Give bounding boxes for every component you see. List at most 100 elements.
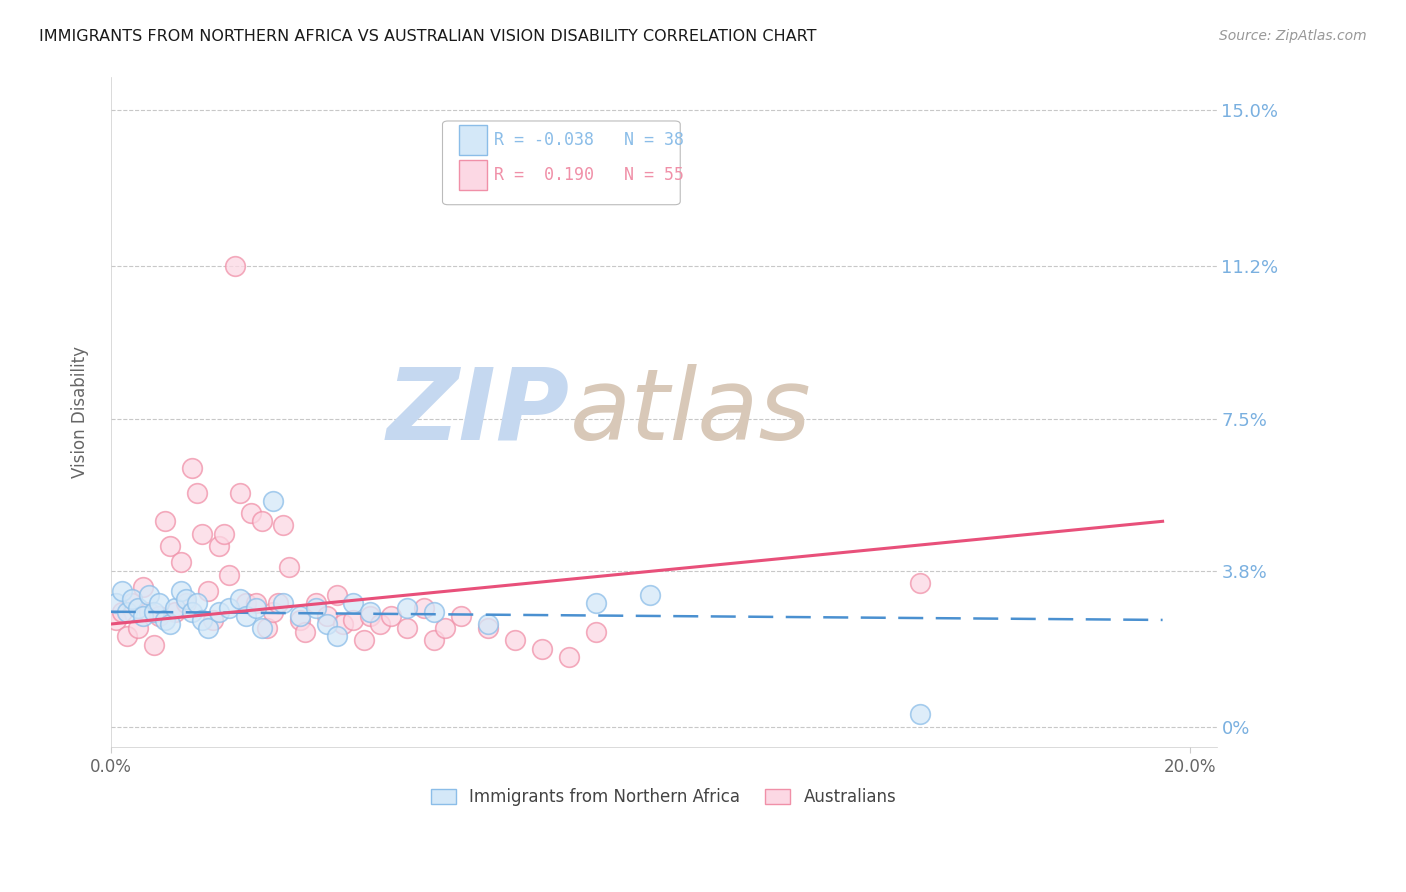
Point (218, 567, 240, 582)
Point (165, 600, 187, 615)
Point (191, 613, 214, 627)
Point (121, 592, 143, 607)
Point (105, 613, 128, 627)
FancyBboxPatch shape (460, 125, 486, 155)
Point (359, 608, 381, 623)
Point (170, 555, 193, 569)
Point (262, 605, 284, 619)
Point (396, 600, 419, 615)
Point (197, 584, 219, 599)
Point (121, 597, 143, 611)
Point (288, 608, 311, 623)
Point (235, 608, 257, 623)
Point (288, 613, 311, 627)
Point (332, 617, 354, 632)
Point (585, 597, 607, 611)
Point (127, 621, 149, 635)
Point (132, 580, 155, 594)
Point (908, 576, 931, 591)
Point (159, 617, 181, 632)
Point (218, 600, 240, 615)
Point (412, 600, 434, 615)
Point (558, 649, 581, 664)
Point (908, 707, 931, 722)
Point (148, 597, 170, 611)
Point (245, 597, 267, 611)
FancyBboxPatch shape (443, 121, 681, 205)
Point (305, 600, 328, 615)
Point (127, 600, 149, 615)
Text: R = -0.038   N = 38: R = -0.038 N = 38 (495, 131, 685, 149)
Point (342, 597, 364, 611)
Point (423, 605, 446, 619)
Point (235, 597, 257, 611)
Point (585, 625, 607, 640)
Point (174, 592, 197, 607)
Point (315, 608, 337, 623)
Point (174, 597, 197, 611)
Point (197, 621, 219, 635)
Point (267, 597, 290, 611)
Point (245, 600, 267, 615)
Point (229, 592, 252, 607)
Point (170, 584, 193, 599)
Point (396, 621, 419, 635)
Point (273, 518, 295, 533)
Point (115, 629, 138, 643)
Point (531, 641, 554, 656)
Point (505, 633, 527, 648)
Text: Source: ZipAtlas.com: Source: ZipAtlas.com (1219, 29, 1367, 43)
Point (477, 621, 499, 635)
Text: atlas: atlas (569, 364, 811, 461)
Point (380, 608, 402, 623)
Point (191, 526, 214, 541)
Point (153, 613, 176, 627)
Point (180, 461, 202, 475)
Point (305, 597, 328, 611)
Point (250, 621, 273, 635)
Point (186, 597, 208, 611)
Point (370, 617, 392, 632)
Point (110, 605, 132, 619)
Point (359, 605, 381, 619)
Point (208, 539, 231, 553)
Y-axis label: Vision Disability: Vision Disability (72, 346, 89, 478)
Point (315, 617, 337, 632)
Point (256, 621, 278, 635)
Text: ZIP: ZIP (387, 364, 569, 461)
Point (294, 625, 316, 640)
Point (180, 605, 202, 619)
Point (342, 613, 364, 627)
Point (165, 605, 187, 619)
Point (105, 597, 128, 611)
Point (273, 597, 295, 611)
Point (110, 584, 132, 599)
Point (638, 588, 661, 602)
Point (138, 588, 160, 602)
Point (142, 638, 165, 652)
Point (186, 485, 208, 500)
FancyBboxPatch shape (460, 160, 486, 190)
Point (148, 608, 170, 623)
Point (202, 613, 225, 627)
Point (115, 605, 138, 619)
Point (153, 514, 176, 528)
Point (326, 629, 349, 643)
Point (132, 608, 155, 623)
Point (229, 485, 252, 500)
Legend: Immigrants from Northern Africa, Australians: Immigrants from Northern Africa, Austral… (425, 781, 903, 813)
Text: R =  0.190   N = 55: R = 0.190 N = 55 (495, 166, 685, 184)
Point (240, 506, 263, 520)
Point (477, 617, 499, 632)
Point (434, 621, 457, 635)
Point (138, 605, 160, 619)
Point (423, 633, 446, 648)
Point (224, 260, 246, 274)
Point (277, 559, 299, 574)
Point (142, 605, 165, 619)
Point (262, 493, 284, 508)
Point (250, 514, 273, 528)
Point (159, 539, 181, 553)
Point (353, 633, 375, 648)
Point (326, 588, 349, 602)
